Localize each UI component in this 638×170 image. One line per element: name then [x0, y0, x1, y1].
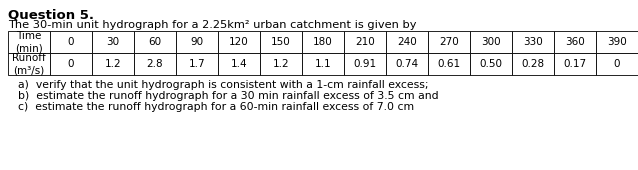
Text: 330: 330: [523, 37, 543, 47]
Bar: [8, 31, 50, 53]
Text: 0.61: 0.61: [438, 59, 461, 69]
Text: 1.4: 1.4: [231, 59, 248, 69]
Text: 2.8: 2.8: [147, 59, 163, 69]
Text: 0: 0: [68, 37, 74, 47]
Text: 150: 150: [271, 37, 291, 47]
Bar: [134, 53, 176, 75]
Text: 0.28: 0.28: [521, 59, 545, 69]
Text: 270: 270: [439, 37, 459, 47]
Bar: [260, 53, 302, 75]
Text: Runoff
(m³/s): Runoff (m³/s): [12, 53, 46, 75]
Text: Time
(min): Time (min): [15, 31, 43, 53]
Bar: [176, 53, 218, 75]
Bar: [8, 53, 50, 75]
Text: 60: 60: [149, 37, 161, 47]
Bar: [596, 31, 638, 53]
Bar: [512, 53, 554, 75]
Text: 1.1: 1.1: [315, 59, 331, 69]
Bar: [176, 31, 218, 53]
Text: 0.50: 0.50: [480, 59, 503, 69]
Bar: [470, 31, 512, 53]
Bar: [218, 31, 260, 53]
Text: 0.17: 0.17: [563, 59, 586, 69]
Bar: [92, 31, 134, 53]
Text: The 30-min unit hydrograph for a 2.25km² urban catchment is given by: The 30-min unit hydrograph for a 2.25km²…: [8, 20, 417, 30]
Bar: [386, 53, 428, 75]
Bar: [344, 53, 386, 75]
Text: 360: 360: [565, 37, 585, 47]
Bar: [428, 53, 470, 75]
Text: 1.2: 1.2: [272, 59, 289, 69]
Text: 90: 90: [190, 37, 204, 47]
Bar: [386, 31, 428, 53]
Text: 120: 120: [229, 37, 249, 47]
Text: 0.91: 0.91: [353, 59, 376, 69]
Text: 1.7: 1.7: [189, 59, 205, 69]
Bar: [302, 53, 344, 75]
Bar: [134, 31, 176, 53]
Text: 390: 390: [607, 37, 627, 47]
Bar: [344, 31, 386, 53]
Text: 1.2: 1.2: [105, 59, 121, 69]
Bar: [596, 53, 638, 75]
Text: a)  verify that the unit hydrograph is consistent with a 1-cm rainfall excess;: a) verify that the unit hydrograph is co…: [18, 80, 429, 90]
Text: 180: 180: [313, 37, 333, 47]
Bar: [554, 53, 596, 75]
Text: c)  estimate the runoff hydrograph for a 60-min rainfall excess of 7.0 cm: c) estimate the runoff hydrograph for a …: [18, 102, 414, 112]
Bar: [554, 31, 596, 53]
Text: 30: 30: [107, 37, 119, 47]
Text: 0: 0: [614, 59, 620, 69]
Text: b)  estimate the runoff hydrograph for a 30 min rainfall excess of 3.5 cm and: b) estimate the runoff hydrograph for a …: [18, 91, 439, 101]
Text: 0.74: 0.74: [396, 59, 419, 69]
Bar: [50, 53, 92, 75]
Bar: [218, 53, 260, 75]
Bar: [50, 31, 92, 53]
Bar: [260, 31, 302, 53]
Text: Question 5.: Question 5.: [8, 8, 94, 21]
Text: 240: 240: [397, 37, 417, 47]
Bar: [512, 31, 554, 53]
Bar: [470, 53, 512, 75]
Bar: [428, 31, 470, 53]
Bar: [302, 31, 344, 53]
Text: 300: 300: [481, 37, 501, 47]
Text: 210: 210: [355, 37, 375, 47]
Text: 0: 0: [68, 59, 74, 69]
Bar: [92, 53, 134, 75]
